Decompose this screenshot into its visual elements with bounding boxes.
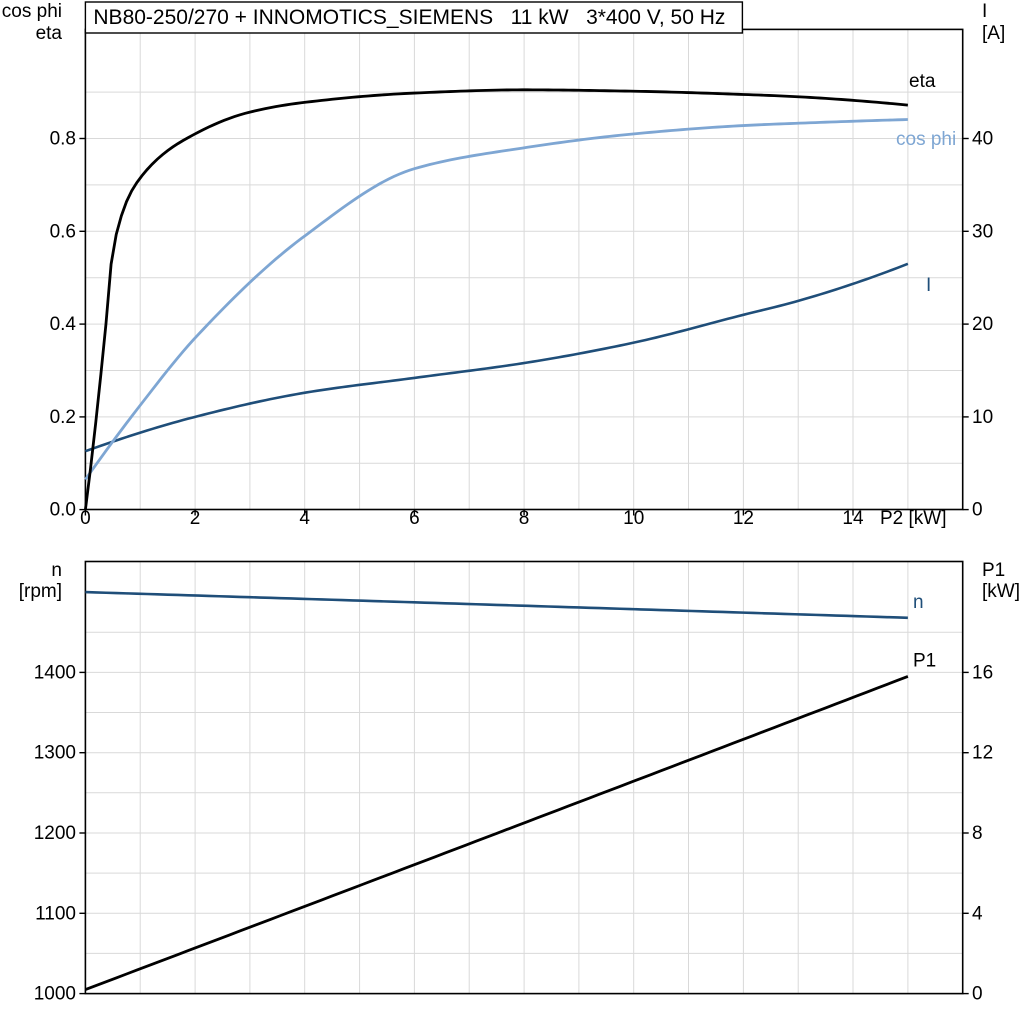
svg-text:12: 12 — [972, 743, 993, 764]
svg-text:1300: 1300 — [34, 743, 76, 764]
svg-text:P1: P1 — [913, 650, 936, 671]
svg-text:[rpm]: [rpm] — [19, 581, 62, 602]
svg-text:4: 4 — [972, 903, 983, 924]
svg-text:8: 8 — [519, 508, 530, 529]
svg-text:cos phi: cos phi — [896, 129, 956, 150]
svg-text:[A]: [A] — [982, 23, 1005, 44]
svg-text:1200: 1200 — [34, 823, 76, 844]
svg-text:NB80-250/270 + INNOMOTICS_SIEM: NB80-250/270 + INNOMOTICS_SIEMENS 11 kW … — [93, 6, 725, 29]
svg-text:0.4: 0.4 — [50, 314, 77, 335]
svg-text:20: 20 — [972, 314, 993, 335]
svg-text:8: 8 — [972, 823, 983, 844]
svg-text:10: 10 — [623, 508, 644, 529]
svg-text:6: 6 — [409, 508, 420, 529]
svg-text:n: n — [913, 592, 924, 613]
svg-text:4: 4 — [299, 508, 310, 529]
svg-text:1400: 1400 — [34, 662, 76, 683]
svg-text:12: 12 — [733, 508, 754, 529]
svg-text:0.6: 0.6 — [50, 221, 76, 242]
svg-text:1000: 1000 — [34, 984, 76, 1005]
svg-text:1100: 1100 — [35, 903, 76, 924]
svg-text:eta: eta — [909, 71, 936, 92]
svg-text:P2 [kW]: P2 [kW] — [880, 508, 947, 529]
svg-text:I: I — [926, 275, 931, 296]
svg-text:n: n — [51, 560, 62, 581]
svg-text:40: 40 — [972, 129, 993, 150]
svg-text:2: 2 — [190, 508, 201, 529]
svg-text:P1: P1 — [982, 560, 1005, 581]
svg-text:I: I — [982, 1, 987, 22]
svg-text:16: 16 — [972, 662, 993, 683]
svg-text:30: 30 — [972, 221, 993, 242]
svg-text:cos phi: cos phi — [2, 1, 62, 22]
svg-text:0: 0 — [972, 500, 983, 521]
svg-text:10: 10 — [972, 407, 993, 428]
svg-text:0: 0 — [80, 508, 91, 529]
svg-text:0.2: 0.2 — [50, 407, 76, 428]
svg-text:0.8: 0.8 — [50, 129, 76, 150]
svg-text:14: 14 — [842, 508, 864, 529]
svg-text:[kW]: [kW] — [982, 581, 1020, 602]
svg-text:eta: eta — [36, 23, 63, 44]
svg-text:0: 0 — [972, 984, 983, 1005]
svg-text:0.0: 0.0 — [50, 500, 76, 521]
